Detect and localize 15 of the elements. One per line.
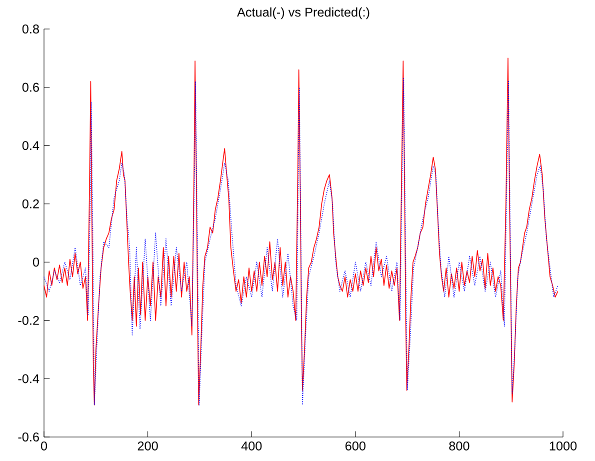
x-tick-label: 200 [138,441,158,450]
y-tick-label: 0.8 [22,24,39,34]
y-tick-label: 0.2 [22,199,39,208]
x-tick-label: 1000 [550,441,577,450]
y-tick-label: 0.6 [22,82,39,92]
x-tick-label: 0 [40,441,48,450]
y-tick-label: -0.6 [18,432,39,442]
x-tick-label: 400 [241,441,262,450]
y-tick-label: -0.2 [18,316,39,325]
y-tick-label: 0 [32,258,40,267]
y-tick-label: -0.4 [18,374,40,384]
chart-title: Actual(-) vs Predicted(:) [237,7,370,20]
x-tick-label: 600 [345,441,366,450]
x-tick-label: 800 [449,441,470,450]
y-tick-label: 0.4 [22,141,40,150]
